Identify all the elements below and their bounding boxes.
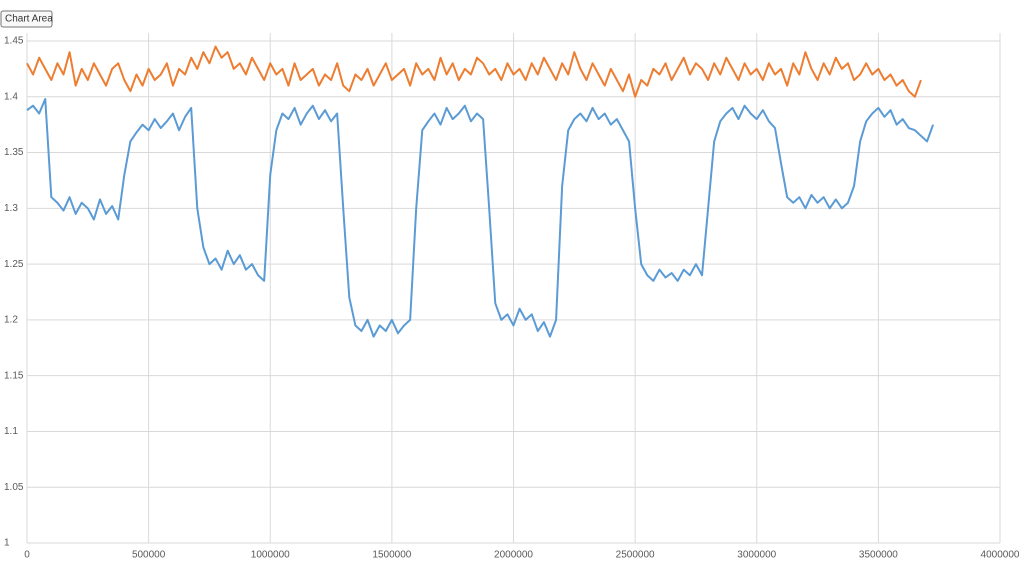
- x-tick-label: 1000000: [251, 550, 290, 561]
- x-tick-label: 2500000: [616, 550, 655, 561]
- y-tick-label: 1: [4, 538, 10, 549]
- x-tick-label: 0: [24, 550, 30, 561]
- y-tick-label: 1.1: [4, 426, 18, 437]
- x-tick-label: 500000: [132, 550, 166, 561]
- y-tick-label: 1.15: [4, 370, 24, 381]
- x-tick-label: 1500000: [372, 550, 411, 561]
- y-tick-label: 1.25: [4, 259, 24, 270]
- y-tick-label: 1.4: [4, 91, 18, 102]
- x-tick-label: 3500000: [859, 550, 898, 561]
- plot: 1 1.05 1.1 1.15 1.2 1.25 1.3 1.35 1.4 1.45 0 500000…: [4, 33, 1020, 561]
- x-tick-label: 3000000: [737, 550, 776, 561]
- y-tick-label: 1.3: [4, 203, 18, 214]
- x-tick-label: 2000000: [494, 550, 533, 561]
- tooltip: Chart Area: [5, 14, 53, 25]
- y-tick-label: 1.45: [4, 36, 24, 47]
- y-tick-label: 1.05: [4, 482, 24, 493]
- series-line: [26, 98, 935, 338]
- x-tick-label: 4000000: [981, 550, 1020, 561]
- tooltip-box: [0, 10, 53, 28]
- series-line: [26, 45, 922, 98]
- y-tick-label: 1.2: [4, 315, 18, 326]
- y-tick-label: 1.35: [4, 147, 24, 158]
